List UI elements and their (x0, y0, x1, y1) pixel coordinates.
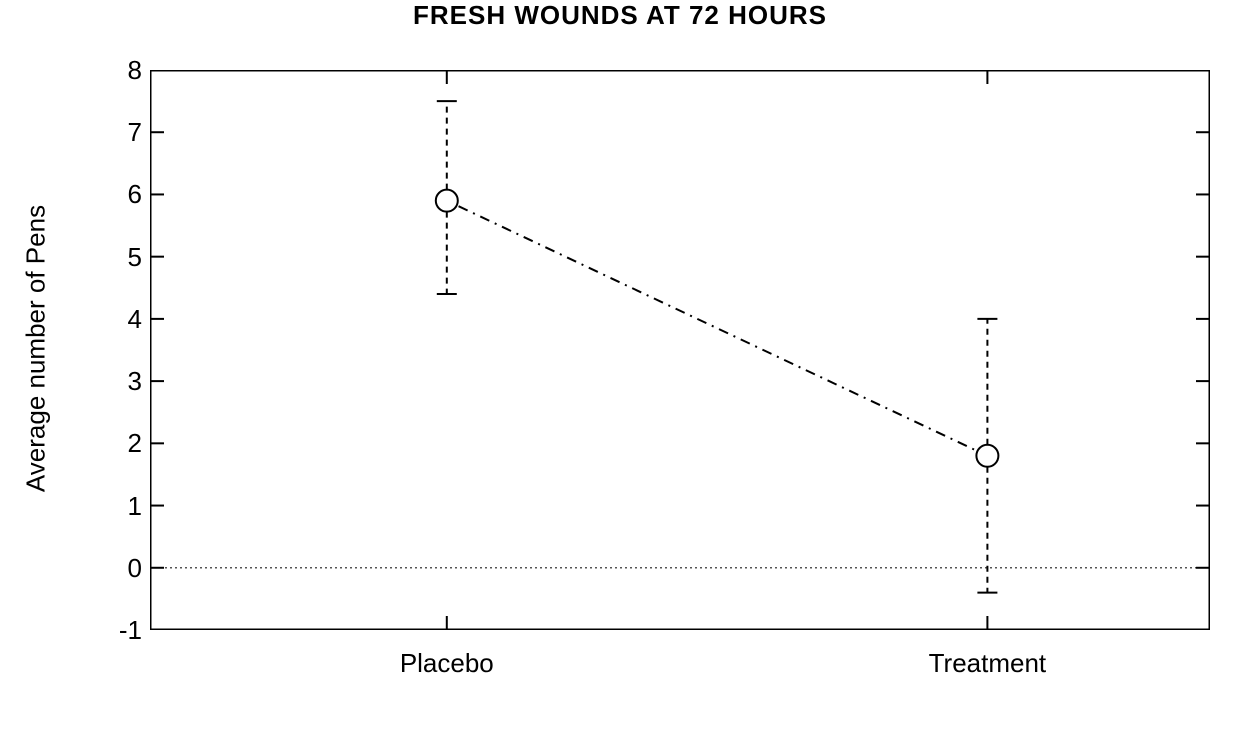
y-tick-label: 7 (92, 117, 142, 148)
y-tick-label: 1 (92, 491, 142, 522)
y-axis-label: Average number of Pens (21, 69, 52, 629)
y-tick-label: 4 (92, 304, 142, 335)
y-tick-label: -1 (92, 615, 142, 646)
chart-container: FRESH WOUNDS AT 72 HOURS Average number … (0, 0, 1240, 739)
plot-area (150, 70, 1210, 630)
y-tick-label: 0 (92, 553, 142, 584)
plot-border (150, 70, 1210, 630)
y-tick-label: 8 (92, 55, 142, 86)
y-tick-label: 3 (92, 366, 142, 397)
y-tick-label: 6 (92, 179, 142, 210)
connecting-line (459, 206, 976, 450)
data-marker (436, 190, 458, 212)
x-tick-label: Treatment (887, 648, 1087, 679)
plot-svg (150, 70, 1210, 630)
y-tick-label: 2 (92, 428, 142, 459)
y-tick-label: 5 (92, 242, 142, 273)
data-marker (976, 445, 998, 467)
chart-title: FRESH WOUNDS AT 72 HOURS (0, 0, 1240, 31)
x-tick-label: Placebo (347, 648, 547, 679)
